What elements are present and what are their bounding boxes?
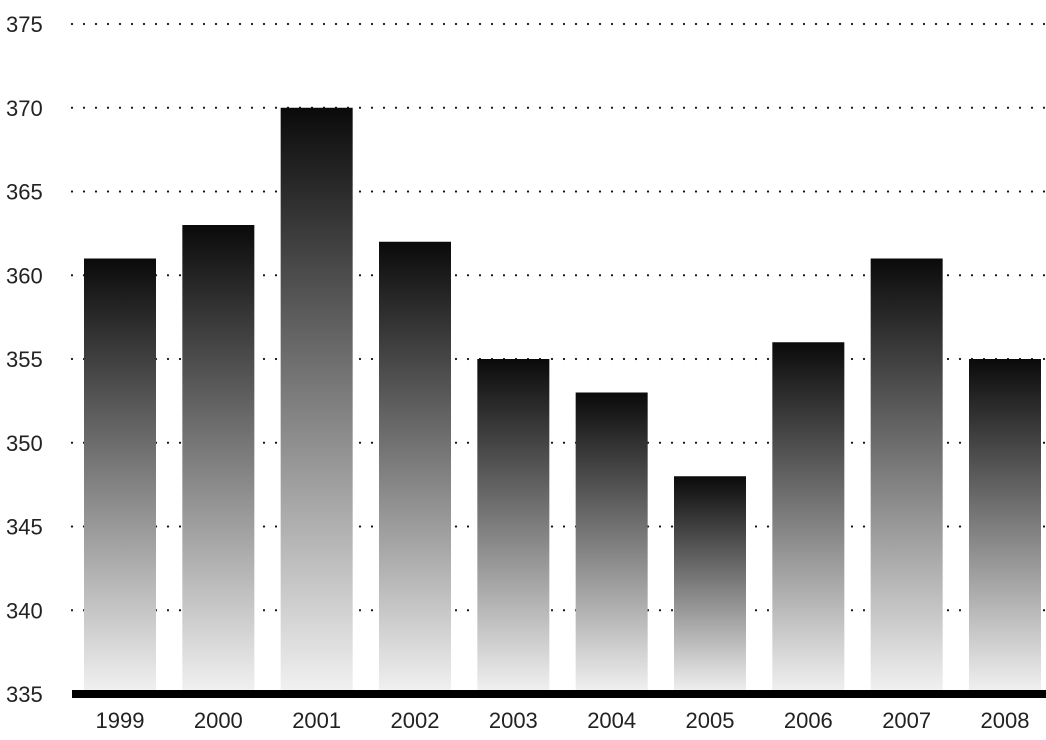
y-tick-label: 370 (6, 96, 43, 121)
x-tick-label: 2006 (784, 708, 833, 733)
bar-2002 (379, 241, 451, 694)
bar-2008 (969, 359, 1041, 694)
bar-2006 (772, 342, 845, 694)
y-tick-label: 340 (6, 598, 43, 623)
bar-1999 (84, 258, 156, 694)
x-tick-label: 2001 (292, 708, 341, 733)
y-tick-label: 335 (6, 682, 43, 707)
x-axis-baseline (72, 690, 1046, 698)
x-tick-label: 2003 (489, 708, 538, 733)
y-tick-label: 375 (6, 12, 43, 37)
bar-2003 (477, 359, 550, 694)
x-tick-label: 2005 (686, 708, 735, 733)
x-tick-label: 2008 (981, 708, 1030, 733)
bar-2000 (182, 225, 255, 694)
x-tick-label: 1999 (96, 708, 145, 733)
tick-labels: 335 340 345 350 355 360 365 370 375 1999 2000 2001 2… (6, 12, 1029, 733)
x-tick-label: 2004 (587, 708, 636, 733)
bar-2005 (674, 476, 746, 694)
bars (84, 107, 1041, 694)
y-tick-label: 350 (6, 431, 43, 456)
y-tick-label: 365 (6, 180, 43, 205)
x-tick-label: 2002 (391, 708, 440, 733)
bar-2001 (280, 107, 353, 694)
axes (72, 690, 1046, 698)
x-tick-label: 2000 (194, 708, 243, 733)
x-tick-label: 2007 (882, 708, 931, 733)
bar-2004 (575, 392, 648, 694)
y-tick-label: 360 (6, 263, 43, 288)
y-tick-label: 345 (6, 515, 43, 540)
bar-2007 (870, 258, 943, 694)
y-tick-label: 355 (6, 347, 43, 372)
